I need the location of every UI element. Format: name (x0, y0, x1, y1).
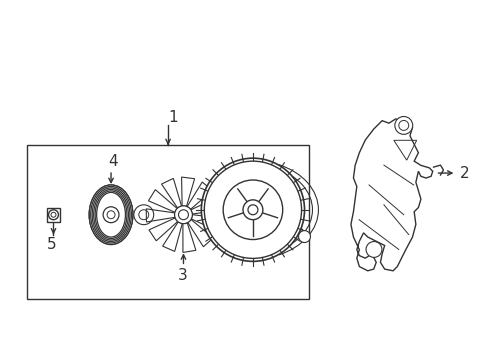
Circle shape (107, 211, 115, 219)
Circle shape (103, 207, 119, 223)
Circle shape (204, 161, 301, 258)
Circle shape (298, 231, 310, 243)
Circle shape (178, 210, 188, 220)
Circle shape (51, 212, 56, 217)
Circle shape (247, 205, 257, 215)
Text: 5: 5 (46, 237, 56, 252)
Text: 4: 4 (108, 154, 118, 168)
Circle shape (243, 200, 263, 220)
Ellipse shape (89, 185, 133, 244)
Ellipse shape (97, 192, 125, 237)
Text: 2: 2 (459, 166, 469, 181)
Ellipse shape (90, 186, 131, 243)
Circle shape (201, 158, 304, 261)
Ellipse shape (94, 189, 128, 240)
Text: 1: 1 (168, 110, 178, 125)
Circle shape (139, 210, 148, 220)
Bar (46, 208, 61, 222)
Ellipse shape (89, 185, 133, 244)
Bar (27, 145, 309, 299)
Circle shape (134, 205, 153, 225)
Circle shape (48, 210, 59, 220)
Circle shape (174, 206, 192, 224)
Circle shape (223, 180, 282, 239)
Ellipse shape (95, 191, 127, 239)
Circle shape (394, 117, 412, 134)
Text: 3: 3 (177, 268, 187, 283)
Circle shape (398, 121, 408, 130)
Circle shape (366, 242, 381, 257)
Ellipse shape (92, 188, 130, 242)
